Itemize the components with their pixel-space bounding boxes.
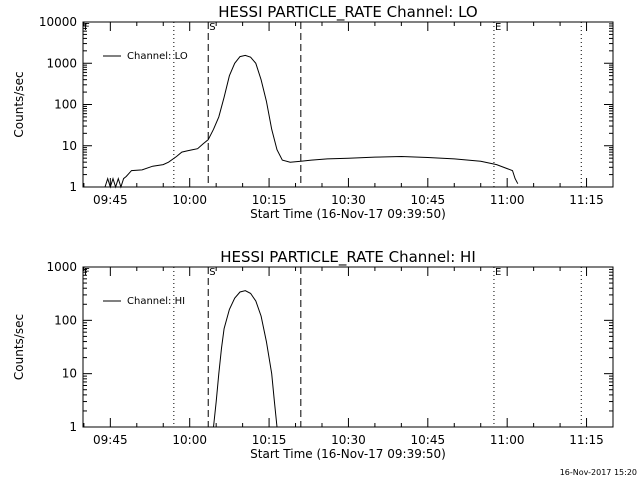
legend-entry: Channel: LO <box>127 51 188 62</box>
plot-frame <box>82 21 614 188</box>
chart-panel-lo: HESSI PARTICLE_RATE Channel: LO 09:45 10:0… <box>12 3 614 221</box>
x-tick-label: 09:45 <box>93 433 128 447</box>
x-tick-label: 10:45 <box>411 193 446 207</box>
y-axis-label: Counts/sec <box>12 314 26 380</box>
y-axis-label: Counts/sec <box>12 71 26 137</box>
series-line <box>213 290 278 428</box>
event-marker-label: F <box>84 267 90 278</box>
y-tick-label: 1000 <box>46 56 77 70</box>
y-tick-label: 1000 <box>46 260 77 274</box>
y-tick-label: 100 <box>54 313 77 327</box>
y-tick-label: 1 <box>69 180 77 194</box>
x-tick-label: 11:15 <box>569 433 604 447</box>
x-tick-label: 10:00 <box>172 193 207 207</box>
chart-title: HESSI PARTICLE_RATE Channel: HI <box>220 248 476 267</box>
y-tick-label: 100 <box>54 98 77 112</box>
x-tick-label: 10:30 <box>331 433 366 447</box>
event-marker-label: S <box>209 22 215 33</box>
chart-panel-hi: HESSI PARTICLE_RATE Channel: HI 09:45 10:0… <box>12 248 614 461</box>
chart-title: HESSI PARTICLE_RATE Channel: LO <box>218 3 477 22</box>
y-tick-label: 1 <box>69 420 77 434</box>
x-tick-label: 10:45 <box>411 433 446 447</box>
event-marker-label: E <box>495 267 501 278</box>
legend-entry: Channel: HI <box>127 296 185 307</box>
x-tick-label: 11:00 <box>490 193 525 207</box>
y-tick-label: 10 <box>62 367 77 381</box>
x-tick-label: 10:15 <box>252 433 287 447</box>
x-tick-label: 11:15 <box>569 193 604 207</box>
x-tick-label: 10:00 <box>172 433 207 447</box>
y-tick-label: 10 <box>62 139 77 153</box>
plot-frame <box>82 266 614 428</box>
x-tick-label: 09:45 <box>93 193 128 207</box>
event-marker-label: F <box>84 22 90 33</box>
series-line <box>104 54 519 189</box>
event-marker-label: S <box>209 267 215 278</box>
x-tick-label: 11:00 <box>490 433 525 447</box>
generation-timestamp: 16-Nov-2017 15:20 <box>560 468 637 477</box>
x-tick-label: 10:15 <box>252 193 287 207</box>
event-marker-label: E <box>495 22 501 33</box>
x-axis-label: Start Time (16-Nov-17 09:39:50) <box>250 447 446 461</box>
x-tick-label: 10:30 <box>331 193 366 207</box>
x-axis-label: Start Time (16-Nov-17 09:39:50) <box>250 207 446 221</box>
y-tick-label: 10000 <box>39 15 77 29</box>
